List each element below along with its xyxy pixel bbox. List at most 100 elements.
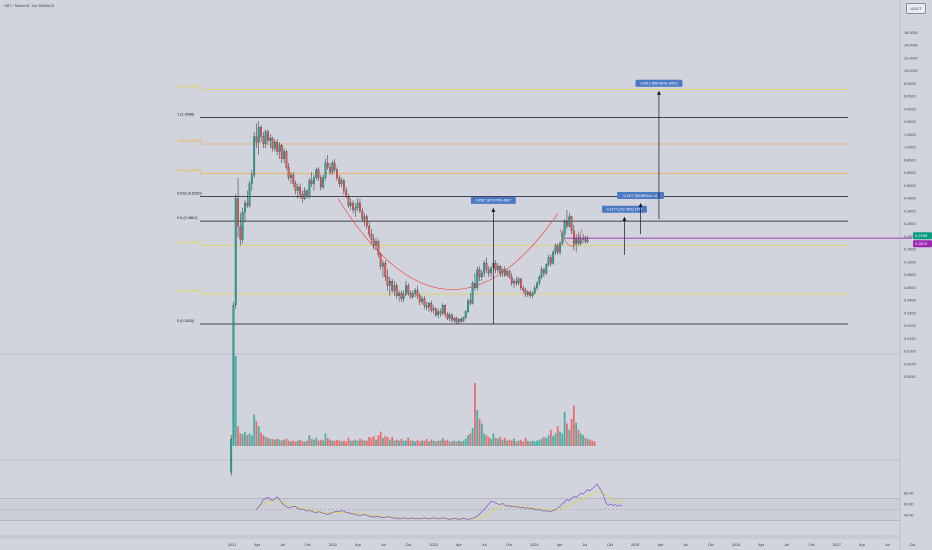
price-axis-tick: 14.0000: [904, 44, 918, 48]
volume-bar: [253, 414, 256, 446]
volume-bar: [269, 438, 272, 446]
volume-bar: [591, 440, 594, 446]
candle-body: [317, 169, 320, 178]
volume-bar: [430, 439, 433, 446]
volume-bar: [437, 440, 440, 446]
candle-body: [338, 177, 341, 184]
candle-body: [577, 237, 580, 244]
price-axis-tick: 2.0000: [904, 120, 916, 124]
volume-bar: [529, 441, 532, 446]
volume-bar: [388, 439, 391, 446]
volume-bar: [395, 439, 398, 446]
price-axis-tick: 0.0050: [904, 375, 916, 379]
volume-bar: [234, 356, 237, 446]
volume-bar: [552, 436, 555, 446]
candle-body: [331, 162, 334, 173]
volume-bar: [462, 440, 465, 446]
candle-body: [446, 314, 449, 319]
volume-bar: [471, 428, 474, 446]
volume-bar: [460, 441, 463, 446]
candle-body: [375, 241, 377, 246]
candle-body: [462, 317, 465, 322]
fibonacci-retracement[interactable]: 1.618 (5.0000) 1 (2.9068) 0.786 (1.7348) 0.…: [177, 85, 848, 325]
price-axis-tick: 16.0000: [904, 31, 918, 35]
candle-body: [409, 292, 412, 298]
measure-box: [470, 196, 516, 204]
candle-body: [347, 196, 350, 206]
price-axis-tick: 0.0075: [904, 362, 916, 366]
candle-body: [529, 291, 532, 296]
volume-bar: [455, 441, 458, 446]
volume-bar: [301, 441, 304, 446]
volume-bar: [487, 437, 490, 446]
volume-bar: [467, 435, 469, 446]
volume-bar: [329, 439, 331, 446]
volume-bar: [566, 423, 568, 446]
volume-bar: [492, 433, 495, 446]
volume-bar: [393, 440, 396, 446]
price-axis-tick: 1.5000: [904, 133, 916, 137]
candle-body: [299, 186, 302, 195]
candle-body: [237, 198, 239, 227]
candle-body: [522, 287, 525, 291]
volume-bar: [237, 426, 239, 446]
volume-bar: [515, 441, 518, 446]
candle-body: [506, 271, 509, 276]
time-axis-label: Jul: [582, 543, 587, 547]
candle-body: [313, 177, 315, 184]
volume-bar: [250, 435, 253, 446]
volume-bar: [402, 440, 405, 446]
candle-body: [499, 266, 502, 274]
volume-bar: [439, 440, 442, 446]
volume-bar: [310, 438, 313, 446]
volume-bar: [342, 440, 345, 446]
candle-body: [485, 263, 488, 270]
volume-bar: [561, 433, 564, 446]
price-measurements[interactable]: 0.4567 (879.70%) 4567 0.1477 (102.36%) 14…: [470, 79, 912, 324]
cup-arc: [337, 198, 559, 290]
candle-body: [416, 290, 419, 296]
price-axis[interactable]: 16.0000 14.0000 12.0000 10.0000 8.0000 6.0000…: [899, 0, 932, 550]
volume-bar: [384, 436, 387, 446]
volume-bar: [370, 437, 373, 446]
volume-bar: [432, 440, 435, 446]
time-axis[interactable]: 2021 Apr Jul Oct 2022 Apr Jul Oct 2023 Apr Jul Oct 2…: [0, 537, 916, 547]
volume-bar: [299, 439, 302, 446]
volume-bar: [398, 440, 400, 446]
volume-bar: [257, 426, 260, 446]
fib-level-label: 1.618 (5.0000): [177, 85, 202, 89]
candle-body: [267, 131, 269, 141]
volume-bar: [386, 437, 389, 446]
volume-bar: [520, 439, 522, 446]
candle-body: [531, 292, 534, 296]
candle-body: [359, 202, 361, 212]
price-axis-tick: 0.2500: [904, 222, 916, 226]
candle-body: [253, 136, 256, 176]
rsi-pane: 80.00 60.00 40.00: [0, 483, 914, 521]
candle-body: [315, 169, 318, 178]
volume-bar: [363, 440, 366, 446]
volume-bar: [524, 437, 527, 446]
volume-bar: [483, 433, 486, 446]
candle-body: [441, 305, 444, 314]
candle-body: [306, 190, 308, 197]
volume-bar: [572, 405, 575, 446]
candle-body: [308, 180, 311, 197]
candle-body: [244, 202, 246, 213]
fib-level-label: 0 (0.0520): [177, 319, 195, 323]
currency-selector[interactable]: USDT: [906, 3, 926, 14]
volume-bar: [533, 441, 536, 446]
volume-bar: [322, 440, 325, 446]
candle-body: [586, 239, 589, 242]
volume-bar: [411, 440, 414, 446]
volume-bar: [503, 437, 506, 446]
candle-body: [554, 245, 557, 253]
volume-bar: [418, 441, 421, 446]
candle-body: [405, 285, 407, 295]
candle-body: [354, 207, 357, 211]
candle-body: [425, 305, 428, 308]
volume-bar: [377, 435, 380, 446]
time-axis-label: Apr: [859, 543, 866, 547]
